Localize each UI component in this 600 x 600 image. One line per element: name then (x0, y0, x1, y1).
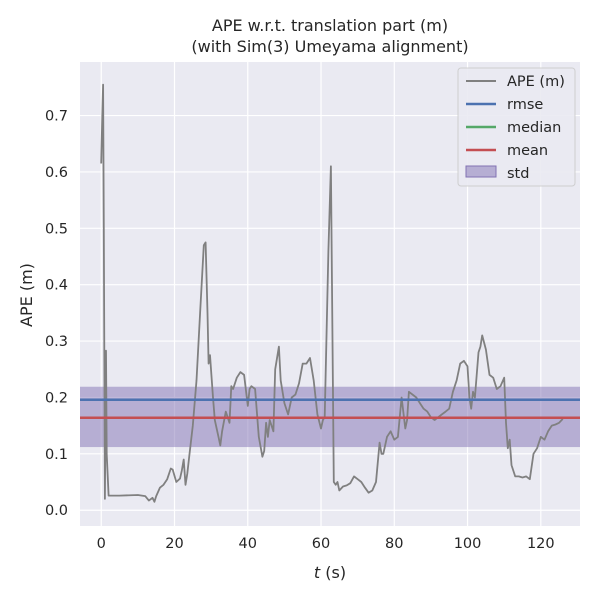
y-axis-label: APE (m) (17, 263, 36, 327)
legend-label-rmse: rmse (507, 97, 543, 113)
legend-label-ape: APE (m) (507, 74, 565, 90)
y-tick-label-5: 0.5 (45, 221, 68, 237)
legend-label-std: std (507, 166, 529, 182)
x-tick-label-6: 120 (527, 536, 555, 552)
y-tick-label-6: 0.6 (45, 165, 68, 181)
x-tick-label-1: 20 (165, 536, 183, 552)
chart-subtitle: (with Sim(3) Umeyama alignment) (191, 37, 468, 56)
legend-label-median: median (507, 120, 561, 136)
y-tick-label-4: 0.4 (45, 278, 68, 294)
y-tick-label-1: 0.1 (45, 447, 68, 463)
chart-title: APE w.r.t. translation part (m) (212, 16, 448, 35)
y-tick-label-0: 0.0 (45, 503, 68, 519)
legend-box (457, 67, 576, 187)
legend: APE (m) rmse median mean std (457, 67, 576, 187)
y-tick-label-2: 0.2 (45, 390, 68, 406)
legend-label-mean: mean (507, 143, 548, 159)
x-tick-label-2: 40 (239, 536, 257, 552)
legend-swatch-std (465, 165, 497, 178)
x-tick-label-5: 100 (454, 536, 482, 552)
x-tick-labels: 0 20 40 60 80 100 120 (97, 536, 555, 552)
x-tick-label-4: 80 (385, 536, 403, 552)
x-tick-label-0: 0 (97, 536, 106, 552)
y-tick-label-7: 0.7 (45, 109, 68, 125)
y-tick-label-3: 0.3 (45, 334, 68, 350)
x-tick-label-3: 60 (312, 536, 330, 552)
x-axis-label: t (s) (314, 563, 346, 582)
y-tick-labels: 0.0 0.1 0.2 0.3 0.4 0.5 0.6 0.7 (45, 109, 68, 520)
stat-lines-layer (80, 398, 580, 420)
